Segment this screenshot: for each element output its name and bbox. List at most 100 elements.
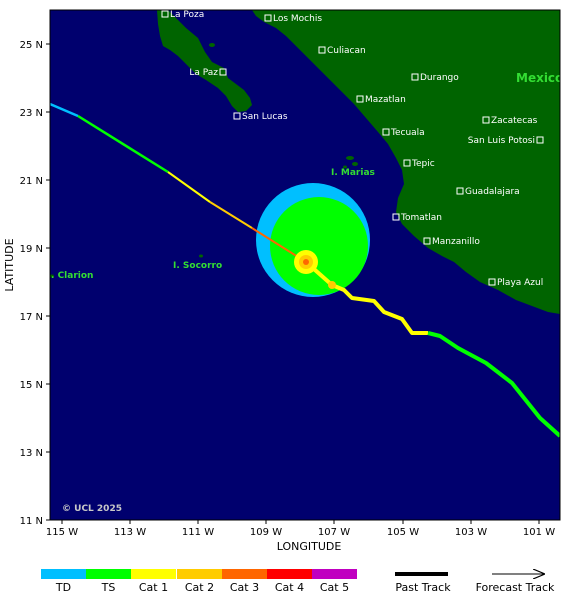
legend-label: Cat 4 [275, 581, 304, 594]
city-square-icon [392, 213, 400, 221]
x-tick-label: 107 W [318, 527, 350, 538]
city-square-icon [233, 112, 241, 120]
city-square-icon [482, 116, 490, 124]
city-label: Los Mochis [273, 14, 322, 24]
city-marker: Mazatlan [356, 95, 406, 105]
legend-swatch [86, 569, 131, 579]
legend-swatch [177, 569, 222, 579]
city-label: Guadalajara [465, 187, 520, 197]
storm-center-inner [303, 259, 309, 265]
track-segment [427, 331, 560, 438]
legend-label: Cat 3 [230, 581, 259, 594]
city-label: Mazatlan [365, 95, 406, 105]
forecast-track-label: Forecast Track [476, 581, 555, 594]
track-segment [50, 102, 79, 118]
city-marker: San Lucas [233, 112, 288, 122]
city-square-icon [264, 14, 272, 22]
city-marker: Tepic [403, 159, 435, 169]
city-marker: Playa Azul [488, 278, 543, 288]
city-square-icon [423, 237, 431, 245]
city-square-icon [411, 73, 419, 81]
city-marker: San Luis Potosi [468, 136, 544, 146]
past-track-label: Past Track [395, 581, 451, 594]
track-segment [209, 201, 253, 229]
copyright-label: © UCL 2025 [62, 504, 122, 514]
city-label: Tepic [411, 159, 435, 169]
city-marker: Los Mochis [264, 14, 322, 24]
city-square-icon [488, 278, 496, 286]
y-axis-title: LATITUDE [3, 238, 16, 291]
city-marker: Durango [411, 73, 459, 83]
city-marker: Tecuala [382, 128, 425, 138]
y-tick-label: 25 N [20, 40, 43, 51]
city-label: Playa Azul [497, 278, 543, 288]
city-layer: La Poza Los Mochis Culiacan La Paz Durango Ma… [161, 10, 544, 288]
city-marker: Guadalajara [456, 187, 520, 197]
city-square-icon [382, 128, 390, 136]
island-label-clarion: . Clarion [51, 271, 93, 281]
track-legend: Past Track Forecast Track [395, 574, 555, 594]
city-marker: La Paz [189, 68, 227, 78]
city-marker: La Poza [161, 10, 204, 20]
country-label-mexico: Mexico [516, 71, 563, 85]
x-tick-label: 113 W [114, 527, 146, 538]
city-square-icon [219, 68, 227, 76]
city-marker: Manzanillo [423, 237, 480, 247]
legend-swatch [267, 569, 312, 579]
city-label: Zacatecas [491, 116, 538, 126]
map-plot-area: La Poza Los Mochis Culiacan La Paz Durango Ma… [50, 10, 563, 520]
x-tick-label: 101 W [523, 527, 555, 538]
legend-label: Cat 2 [185, 581, 214, 594]
y-tick-label: 17 N [20, 312, 43, 323]
x-tick-label: 115 W [46, 527, 78, 538]
city-label: Culiacan [327, 46, 366, 56]
city-label: San Luis Potosi [468, 136, 535, 146]
island-label-socorro: I. Socorro [173, 261, 222, 271]
city-square-icon [161, 10, 169, 18]
y-tick-label: 13 N [20, 448, 43, 459]
axes: 115 W 113 W 111 W 109 W 107 W 105 W 103 W 101 W… [20, 40, 556, 538]
y-tick-label: 23 N [20, 108, 43, 119]
legend-label: TD [55, 581, 71, 594]
legend-swatch [41, 569, 86, 579]
city-square-icon [403, 159, 411, 167]
y-tick-label: 19 N [20, 244, 43, 255]
track-segment [304, 260, 428, 335]
city-square-icon [318, 46, 326, 54]
ts-wind-radius [270, 197, 368, 295]
city-label: Tecuala [390, 128, 425, 138]
city-label: Durango [420, 73, 459, 83]
island-label-marias: I. Marias [331, 168, 375, 178]
city-label: San Lucas [242, 112, 288, 122]
city-square-icon [456, 187, 464, 195]
intensity-legend: TD TS Cat 1 Cat 2 Cat 3 Cat 4 Cat 5 [41, 569, 357, 594]
legend-label: Cat 5 [320, 581, 349, 594]
y-tick-label: 15 N [20, 380, 43, 391]
x-tick-label: 105 W [387, 527, 419, 538]
y-tick-label: 21 N [20, 176, 43, 187]
legend-label: Cat 1 [139, 581, 168, 594]
y-tick-label: 11 N [20, 516, 43, 527]
x-tick-label: 103 W [455, 527, 487, 538]
mainland-mexico-land [252, 10, 560, 314]
legend-swatch [222, 569, 267, 579]
city-label: Tomatlan [400, 213, 442, 223]
forecast-position-dot [328, 281, 336, 289]
x-tick-label: 111 W [182, 527, 214, 538]
legend-swatch [312, 569, 357, 579]
city-square-icon [356, 95, 364, 103]
city-marker: Culiacan [318, 46, 366, 56]
clarion-dot: . [51, 271, 58, 281]
legend-swatch [131, 569, 176, 579]
plot-frame [49, 9, 561, 521]
small-islands [50, 43, 358, 278]
city-label: La Paz [189, 68, 218, 78]
clarion-name: Clarion [58, 271, 94, 281]
city-label: Manzanillo [432, 237, 480, 247]
city-marker: Tomatlan [392, 213, 442, 223]
x-tick-label: 109 W [250, 527, 282, 538]
baja-california-land [157, 10, 252, 112]
city-square-icon [536, 136, 544, 144]
track-segment [77, 114, 169, 174]
